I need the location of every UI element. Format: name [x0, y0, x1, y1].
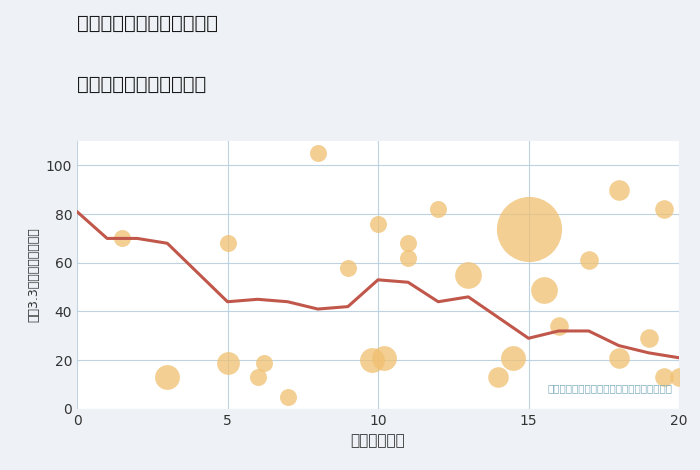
Point — [463, 271, 474, 279]
Point — [402, 240, 414, 247]
X-axis label: 駅距離（分）: 駅距離（分） — [351, 433, 405, 448]
Point — [258, 359, 270, 367]
Point — [553, 322, 564, 330]
Point — [222, 240, 233, 247]
Point — [252, 374, 263, 381]
Point — [402, 254, 414, 262]
Point — [342, 264, 354, 271]
Text: 円の大きさは、取引のあった物件面積を示す: 円の大きさは、取引のあった物件面積を示す — [548, 383, 673, 393]
Point — [379, 354, 390, 361]
Point — [493, 374, 504, 381]
Point — [673, 374, 685, 381]
Point — [613, 354, 624, 361]
Point — [538, 286, 549, 293]
Point — [523, 225, 534, 233]
Point — [433, 205, 444, 213]
Point — [222, 359, 233, 367]
Point — [372, 220, 384, 227]
Point — [658, 374, 669, 381]
Point — [312, 149, 323, 157]
Point — [162, 374, 173, 381]
Point — [643, 335, 655, 342]
Point — [282, 393, 293, 400]
Point — [583, 257, 594, 264]
Point — [508, 354, 519, 361]
Text: 岐阜県土岐市土岐口中町の: 岐阜県土岐市土岐口中町の — [77, 14, 218, 33]
Y-axis label: 坪（3.3㎡）単価（万円）: 坪（3.3㎡）単価（万円） — [27, 227, 40, 322]
Point — [658, 205, 669, 213]
Point — [116, 235, 128, 242]
Text: 駅距離別中古戸建て価格: 駅距離別中古戸建て価格 — [77, 75, 206, 94]
Point — [613, 186, 624, 194]
Point — [366, 356, 377, 364]
